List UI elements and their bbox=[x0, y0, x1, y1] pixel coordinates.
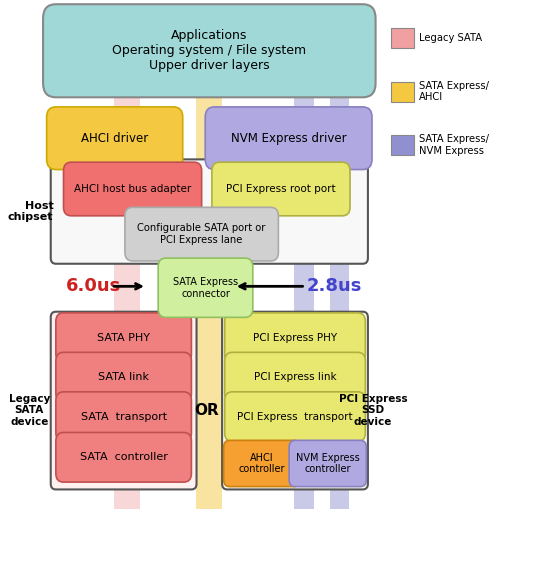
Bar bbox=[294, 12, 314, 509]
FancyBboxPatch shape bbox=[51, 312, 197, 489]
Text: SATA  controller: SATA controller bbox=[80, 452, 167, 462]
FancyBboxPatch shape bbox=[158, 258, 253, 318]
FancyBboxPatch shape bbox=[56, 433, 191, 482]
Text: Applications
Operating system / File system
Upper driver layers: Applications Operating system / File sys… bbox=[112, 29, 306, 72]
FancyBboxPatch shape bbox=[212, 162, 350, 216]
FancyBboxPatch shape bbox=[56, 352, 191, 402]
Text: SATA  transport: SATA transport bbox=[80, 412, 167, 422]
FancyBboxPatch shape bbox=[56, 313, 191, 362]
Text: AHCI
controller: AHCI controller bbox=[238, 452, 285, 474]
Text: SATA PHY: SATA PHY bbox=[97, 333, 150, 342]
Text: AHCI driver: AHCI driver bbox=[81, 132, 148, 145]
FancyBboxPatch shape bbox=[289, 441, 366, 486]
Text: 2.8us: 2.8us bbox=[306, 277, 362, 295]
Text: Legacy SATA: Legacy SATA bbox=[419, 33, 482, 43]
FancyBboxPatch shape bbox=[225, 392, 365, 442]
Text: PCI Express root port: PCI Express root port bbox=[226, 184, 336, 194]
FancyBboxPatch shape bbox=[224, 441, 300, 486]
Text: AHCI host bus adapter: AHCI host bus adapter bbox=[74, 184, 191, 194]
FancyBboxPatch shape bbox=[225, 352, 365, 402]
Bar bbox=[391, 82, 414, 102]
FancyBboxPatch shape bbox=[205, 107, 372, 170]
Bar bbox=[114, 12, 140, 509]
FancyBboxPatch shape bbox=[225, 313, 365, 362]
Bar bbox=[196, 12, 222, 509]
FancyBboxPatch shape bbox=[47, 107, 183, 170]
Bar bbox=[329, 12, 349, 509]
FancyBboxPatch shape bbox=[56, 392, 191, 442]
FancyBboxPatch shape bbox=[125, 208, 278, 261]
FancyBboxPatch shape bbox=[43, 4, 376, 98]
Text: Configurable SATA port or
PCI Express lane: Configurable SATA port or PCI Express la… bbox=[138, 223, 266, 245]
Text: SATA Express/
NVM Express: SATA Express/ NVM Express bbox=[419, 134, 489, 156]
Text: 6.0us: 6.0us bbox=[66, 277, 122, 295]
Text: PCI Express
SSD
device: PCI Express SSD device bbox=[338, 394, 407, 427]
Bar bbox=[391, 135, 414, 155]
Text: Legacy
SATA
device: Legacy SATA device bbox=[9, 394, 50, 427]
FancyBboxPatch shape bbox=[222, 312, 368, 489]
Text: PCI Express link: PCI Express link bbox=[254, 372, 336, 382]
Text: NVM Express driver: NVM Express driver bbox=[231, 132, 346, 145]
FancyBboxPatch shape bbox=[63, 162, 201, 216]
Text: SATA Express
connector: SATA Express connector bbox=[173, 277, 238, 299]
Text: SATA link: SATA link bbox=[98, 372, 149, 382]
FancyBboxPatch shape bbox=[51, 159, 368, 264]
Text: PCI Express PHY: PCI Express PHY bbox=[253, 333, 337, 342]
Text: SATA Express/
AHCI: SATA Express/ AHCI bbox=[419, 81, 489, 103]
Text: NVM Express
controller: NVM Express controller bbox=[296, 452, 360, 474]
Text: Host
chipset: Host chipset bbox=[8, 201, 53, 222]
Bar bbox=[391, 28, 414, 48]
Text: OR: OR bbox=[195, 403, 219, 418]
Text: PCI Express  transport: PCI Express transport bbox=[237, 412, 353, 422]
